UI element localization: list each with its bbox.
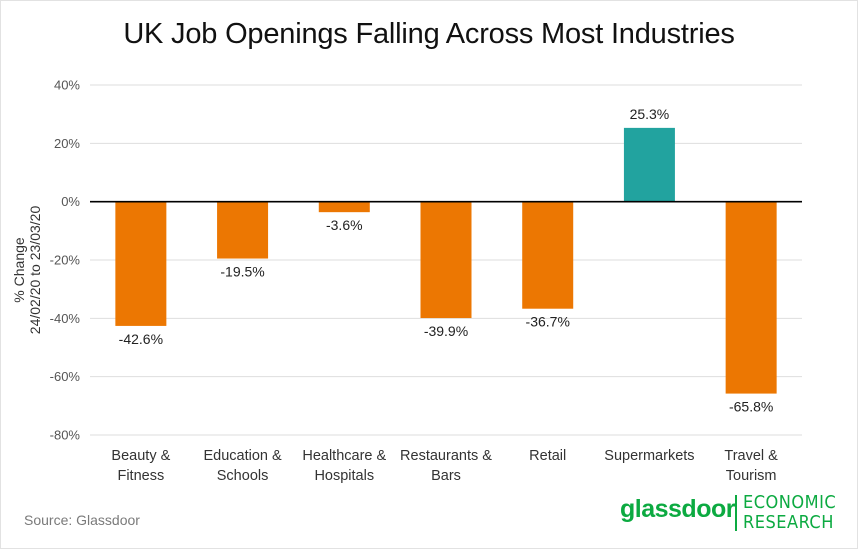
bar bbox=[725, 201, 777, 394]
y-tick-label: 20% bbox=[54, 136, 80, 151]
x-tick-label: Schools bbox=[217, 468, 269, 484]
bar bbox=[217, 201, 269, 259]
x-tick-label: Retail bbox=[529, 448, 566, 464]
logo-wordmark: glassdoor bbox=[620, 495, 735, 523]
data-label: -3.6% bbox=[326, 217, 363, 233]
y-axis-title: 24/02/20 to 23/03/20 bbox=[27, 206, 43, 335]
data-label: -42.6% bbox=[119, 331, 163, 347]
data-label: -39.9% bbox=[424, 323, 468, 339]
x-tick-label: Beauty & bbox=[111, 448, 170, 464]
x-tick-label: Education & bbox=[203, 448, 282, 464]
glassdoor-economic-research-logo: glassdoor ECONOMIC RESEARCH bbox=[620, 491, 840, 539]
chart-title: UK Job Openings Falling Across Most Indu… bbox=[123, 18, 735, 50]
bar bbox=[115, 201, 167, 326]
y-tick-label: -80% bbox=[50, 428, 81, 443]
y-tick-label: -20% bbox=[50, 253, 81, 268]
logo-line-research: RESEARCH bbox=[743, 512, 834, 533]
x-tick-label: Supermarkets bbox=[604, 448, 694, 464]
data-label: 25.3% bbox=[630, 106, 670, 122]
y-axis-title: % Change bbox=[11, 237, 27, 303]
bar bbox=[420, 201, 472, 319]
data-label: -19.5% bbox=[220, 264, 264, 280]
y-tick-label: 0% bbox=[61, 194, 80, 209]
source-note: Source: Glassdoor bbox=[24, 512, 140, 528]
logo-divider bbox=[735, 495, 737, 531]
x-tick-label: Tourism bbox=[726, 468, 777, 484]
y-tick-label: -40% bbox=[50, 311, 81, 326]
x-tick-label: Restaurants & bbox=[400, 448, 492, 464]
bar bbox=[318, 201, 370, 213]
x-tick-label: Fitness bbox=[117, 468, 164, 484]
x-tick-label: Bars bbox=[431, 468, 461, 484]
bar bbox=[522, 201, 574, 309]
data-label: -65.8% bbox=[729, 399, 773, 415]
logo-line-economic: ECONOMIC bbox=[743, 492, 837, 513]
x-tick-label: Travel & bbox=[724, 448, 778, 464]
bar bbox=[623, 127, 675, 202]
y-tick-label: -60% bbox=[50, 369, 81, 384]
y-tick-label: 40% bbox=[54, 78, 80, 93]
x-tick-label: Hospitals bbox=[314, 468, 374, 484]
x-tick-label: Healthcare & bbox=[302, 448, 386, 464]
data-label: -36.7% bbox=[526, 314, 570, 330]
